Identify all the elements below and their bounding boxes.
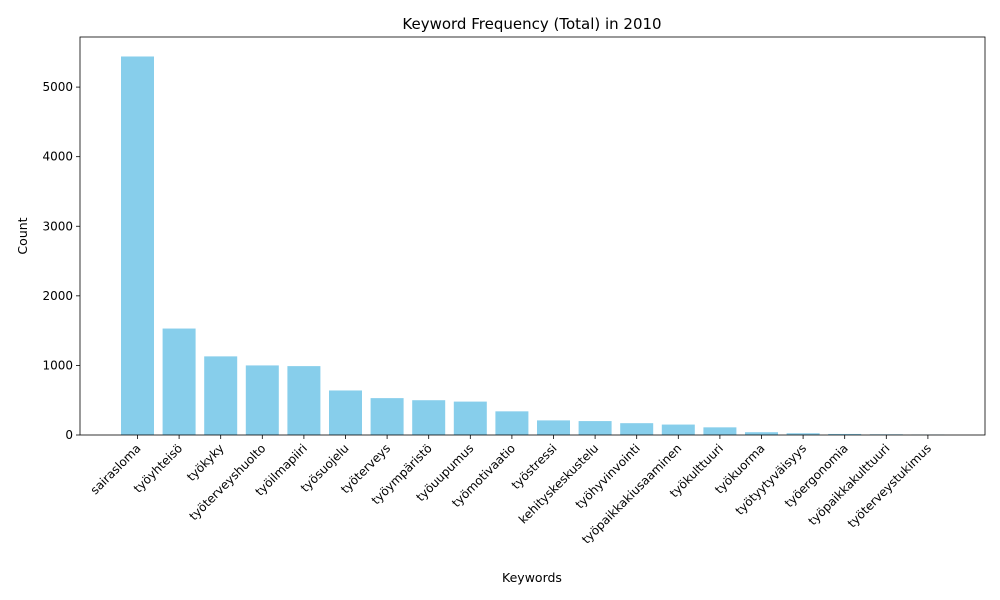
x-tick-label: työterveystukimus xyxy=(845,441,934,530)
bar-8 xyxy=(453,401,487,435)
y-tick-label: 3000 xyxy=(42,219,73,233)
x-axis-label: Keywords xyxy=(502,570,562,585)
y-tick-label: 4000 xyxy=(42,150,73,164)
bar-7 xyxy=(412,400,446,435)
bar-10 xyxy=(537,420,570,435)
x-tick-label: työkyky xyxy=(184,441,227,484)
bar-2 xyxy=(204,356,238,435)
bar-4 xyxy=(287,366,321,435)
bars xyxy=(121,56,945,436)
chart-title: Keyword Frequency (Total) in 2010 xyxy=(402,15,661,33)
x-tick-label: työterveyshuolto xyxy=(186,441,268,523)
y-tick-label: 5000 xyxy=(42,80,73,94)
bar-1 xyxy=(162,328,196,435)
y-axis: 0 1000 2000 3000 4000 5000 xyxy=(42,80,80,442)
bar-3 xyxy=(245,365,279,435)
y-tick-label: 1000 xyxy=(42,358,73,372)
bar-0 xyxy=(121,56,154,436)
bar-16 xyxy=(786,433,820,435)
bar-15 xyxy=(745,432,778,435)
bar-6 xyxy=(370,398,404,435)
bar-12 xyxy=(620,423,654,435)
plot-frame xyxy=(79,36,986,436)
bar-9 xyxy=(495,411,529,435)
bar-14 xyxy=(703,427,737,435)
bar-13 xyxy=(661,424,695,435)
y-tick-label: 0 xyxy=(65,428,73,442)
bar-11 xyxy=(578,421,612,435)
x-axis: sairaslomatyöyhteisötyökykytyöterveyshuo… xyxy=(88,435,934,547)
bar-17 xyxy=(828,433,862,435)
x-tick-label: kehityskeskustelu xyxy=(516,441,601,526)
x-tick-label: työtyytyväisyys xyxy=(733,441,810,518)
y-tick-label: 2000 xyxy=(42,289,73,303)
y-axis-label: Count xyxy=(15,217,30,254)
bar-5 xyxy=(329,390,362,435)
